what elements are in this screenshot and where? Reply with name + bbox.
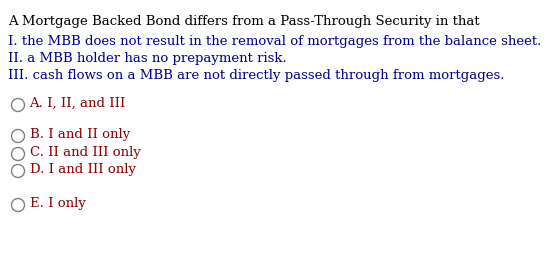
- Text: C. II and III only: C. II and III only: [30, 146, 141, 159]
- Text: I. the MBB does not result in the removal of mortgages from the balance sheet.: I. the MBB does not result in the remova…: [8, 35, 542, 48]
- Text: III. cash flows on a MBB are not directly passed through from mortgages.: III. cash flows on a MBB are not directl…: [8, 69, 504, 82]
- Text: E. I only: E. I only: [30, 197, 85, 210]
- Text: B. I and II only: B. I and II only: [30, 128, 130, 141]
- Text: A Mortgage Backed Bond differs from a Pass-Through Security in that: A Mortgage Backed Bond differs from a Pa…: [8, 15, 480, 28]
- Text: II. a MBB holder has no prepayment risk.: II. a MBB holder has no prepayment risk.: [8, 52, 287, 65]
- Text: A. I, II, and III: A. I, II, and III: [30, 97, 126, 110]
- Text: D. I and III only: D. I and III only: [30, 163, 136, 176]
